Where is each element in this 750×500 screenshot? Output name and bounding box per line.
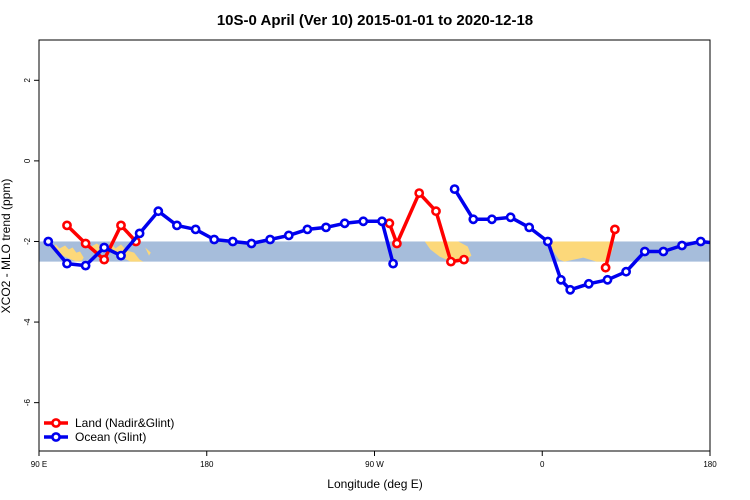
- x-tick-label: 180: [703, 460, 717, 469]
- series-1-point: [388, 258, 398, 269]
- y-axis-label: XCO2 - MLO trend (ppm): [0, 179, 13, 314]
- series-0-point: [734, 222, 741, 229]
- series-0-point: [99, 254, 110, 265]
- series-1-point: [302, 224, 313, 235]
- y-tick-label: -6: [23, 399, 32, 407]
- land-mask-5: [549, 241, 614, 262]
- land-mask-6: [725, 245, 750, 262]
- series-0-point: [414, 188, 425, 198]
- series-1-point: [80, 260, 91, 271]
- series-1-point: [358, 216, 369, 227]
- series-1-point: [542, 236, 553, 247]
- series-1: [43, 184, 741, 295]
- legend: Land (Nadir&Glint)Ocean (Glint): [44, 416, 174, 444]
- series-0-point: [384, 218, 395, 229]
- reference-band: [39, 241, 710, 262]
- plot-clip-group: [39, 184, 750, 295]
- series-1-point: [321, 222, 331, 233]
- x-axis: 90 E 180 90 W 0 180: [31, 451, 717, 469]
- series-1-point: [99, 242, 110, 253]
- series-1-point: [505, 212, 516, 223]
- series-1-point: [153, 206, 164, 217]
- series-0: [62, 188, 750, 273]
- series-1-point: [377, 216, 387, 227]
- series-1-point: [677, 240, 687, 251]
- x-tick-label: 90 E: [31, 460, 47, 469]
- series-0-point: [445, 256, 456, 267]
- series-0-point: [610, 224, 620, 235]
- legend-marker-0: [51, 418, 61, 428]
- series-1-point: [246, 238, 257, 249]
- x-tick-label: 180: [200, 460, 214, 469]
- legend-label-0: Land (Nadir&Glint): [75, 416, 174, 430]
- x-tick-label: 0: [540, 460, 545, 469]
- series-0-point: [459, 254, 469, 265]
- series-1-point: [468, 214, 479, 225]
- series-1-point: [43, 236, 54, 247]
- series-0-point: [80, 238, 91, 249]
- series-1-point: [695, 236, 706, 247]
- series-1-point: [621, 266, 631, 277]
- series-0-line-2: [603, 228, 617, 269]
- y-axis: -6 -4 -2 0 2: [23, 78, 39, 407]
- series-1-point: [658, 246, 669, 257]
- series-1-point: [116, 250, 126, 261]
- series-1-point: [449, 184, 460, 194]
- series-1-point: [716, 240, 723, 247]
- series-0-point: [116, 220, 126, 231]
- series-1-point: [227, 236, 238, 247]
- series-0-point: [600, 262, 611, 273]
- series-1-point: [486, 214, 497, 225]
- series-0-point: [431, 206, 441, 217]
- series-1-point: [602, 274, 613, 285]
- series-0-point: [391, 238, 402, 249]
- series-1-point: [583, 278, 594, 289]
- series-1-point: [734, 260, 741, 267]
- chart-title: 10S-0 April (Ver 10) 2015-01-01 to 2020-…: [217, 12, 533, 29]
- legend-label-1: Ocean (Glint): [75, 430, 146, 444]
- land-mask-3: [145, 247, 151, 256]
- legend-marker-1: [51, 432, 61, 442]
- x-tick-label: 90 W: [365, 460, 384, 469]
- series-1-point: [639, 246, 650, 257]
- plot-area: [38, 39, 750, 452]
- y-tick-label: 2: [23, 78, 32, 83]
- series-1-point: [565, 284, 576, 295]
- series-1-point: [171, 220, 182, 231]
- series-0-point: [62, 220, 72, 231]
- x-axis-label: Longitude (deg E): [327, 477, 422, 491]
- y-tick-label: -2: [23, 237, 32, 245]
- series-1-line-1: [453, 188, 710, 292]
- series-1-point: [556, 274, 566, 285]
- series-0-line-3: [738, 225, 750, 259]
- series-1-point: [190, 224, 201, 235]
- y-tick-label: 0: [23, 158, 32, 163]
- y-tick-label: -4: [23, 318, 32, 326]
- series-1-point: [134, 228, 145, 239]
- land-mask-0: [53, 244, 84, 262]
- series-1-point: [283, 230, 294, 241]
- series-1-point: [524, 222, 535, 233]
- series-1-point: [265, 234, 275, 245]
- series-1-point: [339, 218, 350, 229]
- series-1-point: [209, 234, 220, 245]
- series-1-point: [62, 258, 72, 269]
